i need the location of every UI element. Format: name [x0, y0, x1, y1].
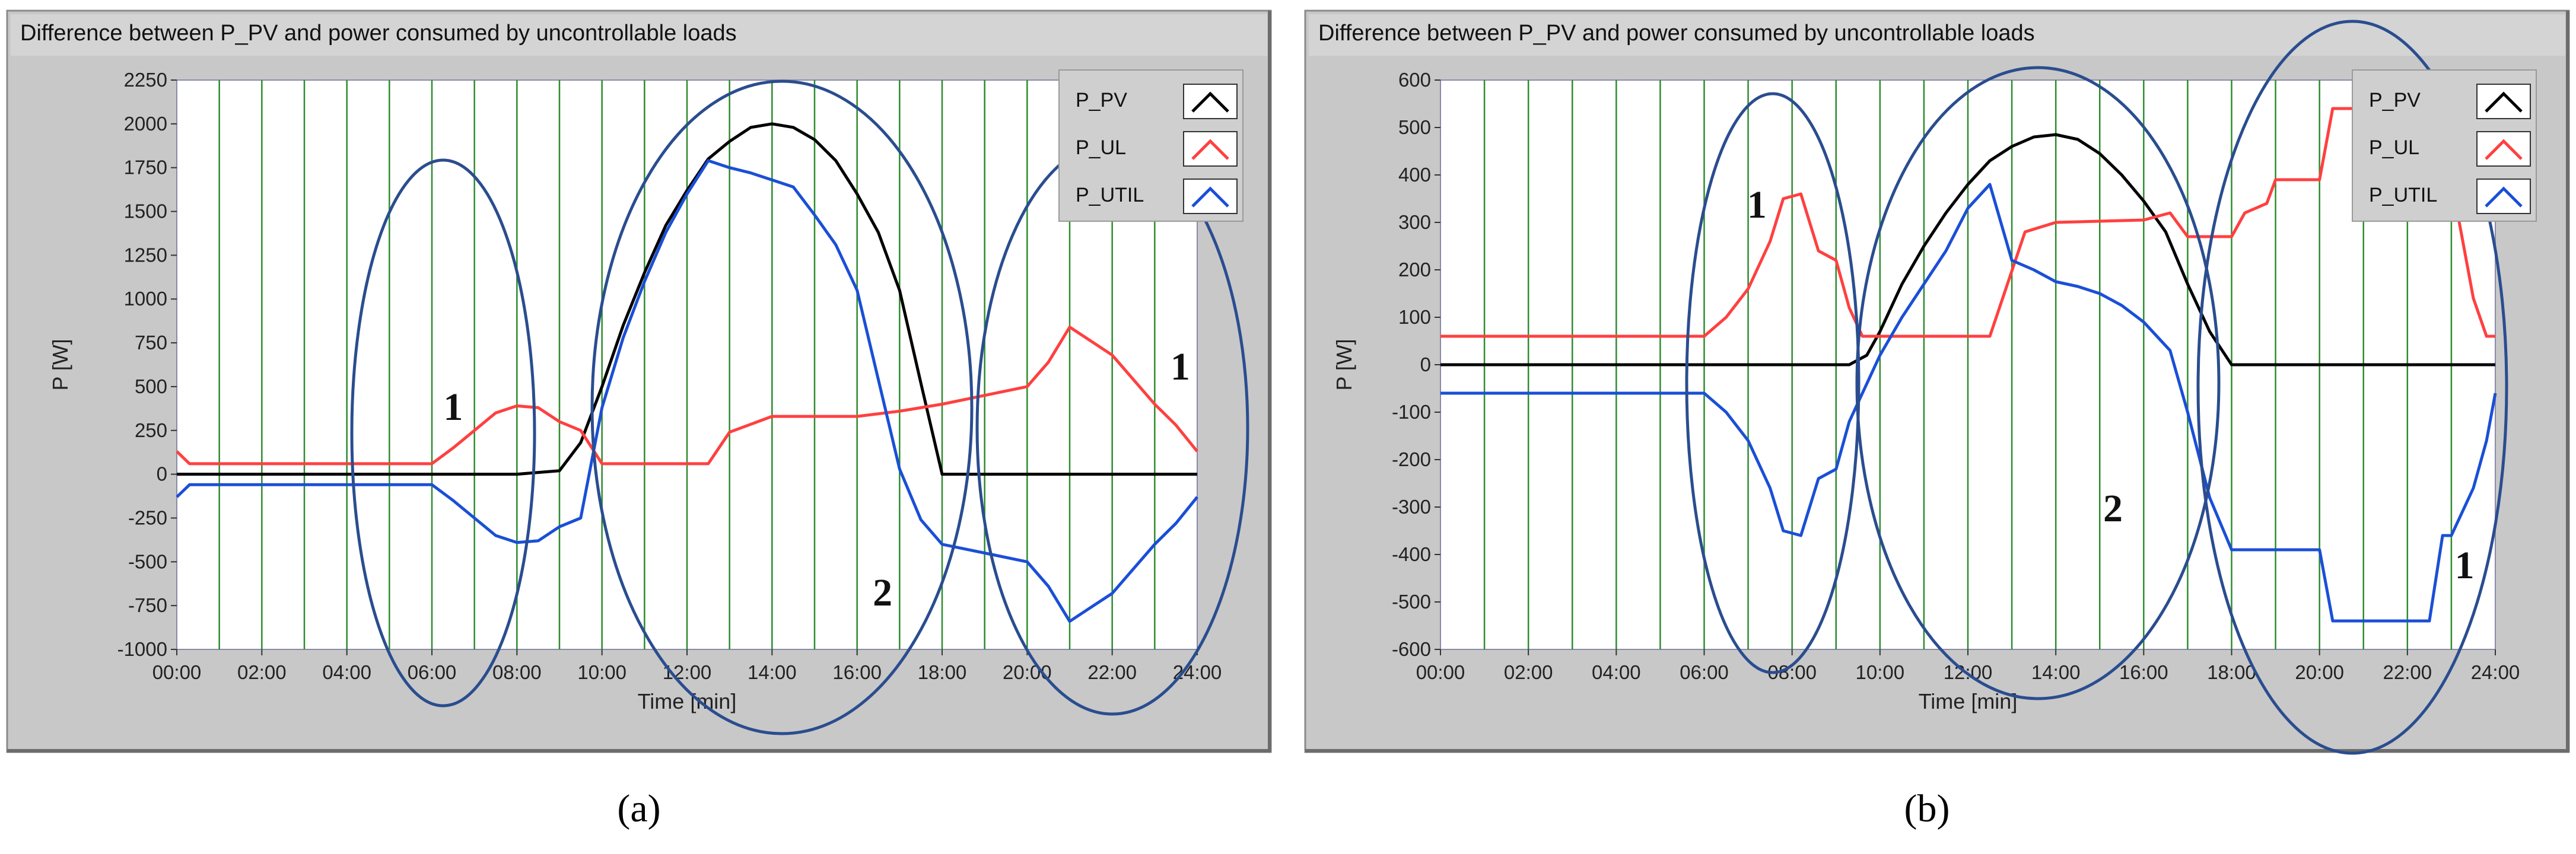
- y-tick-label: 400: [1398, 164, 1431, 186]
- chart-panel-a: Difference between P_PV and power consum…: [6, 9, 1272, 753]
- chart-panel-b: Difference between P_PV and power consum…: [1304, 9, 2570, 755]
- x-tick-label: 10:00: [1856, 661, 1905, 683]
- x-tick-label: 18:00: [918, 661, 967, 683]
- region-label: 1: [1171, 345, 1190, 388]
- y-tick-label: 300: [1398, 211, 1431, 233]
- y-tick-label: -600: [1392, 638, 1431, 660]
- x-tick-label: 24:00: [2471, 661, 2520, 683]
- legend-swatch-p-ul: [1191, 139, 1229, 160]
- series-line-p-pv: [177, 122, 1197, 476]
- x-tick-label: 22:00: [2383, 661, 2432, 683]
- x-tick-label: 20:00: [2295, 661, 2344, 683]
- x-tick-label: 14:00: [2031, 661, 2081, 683]
- x-tick-label: 16:00: [2119, 661, 2168, 683]
- x-tick-label: 00:00: [152, 661, 202, 683]
- highlight-ellipse: [590, 79, 974, 735]
- highlight-ellipse: [1685, 92, 1861, 674]
- y-tick-label: 2250: [124, 69, 167, 91]
- x-tick-label: 04:00: [1592, 661, 1641, 683]
- x-tick-label: 02:00: [1504, 661, 1553, 683]
- legend-swatch-p-ul: [2485, 139, 2523, 160]
- legend-swatch-box: [2476, 131, 2531, 167]
- y-axis-label: P [W]: [48, 339, 72, 390]
- y-tick-label: -1000: [117, 638, 167, 660]
- region-label: 1: [1747, 183, 1767, 227]
- y-tick-label: -250: [128, 506, 167, 528]
- y-tick-label: 0: [157, 463, 167, 485]
- series-line-p-pv: [1440, 133, 2495, 367]
- x-tick-label: 04:00: [322, 661, 371, 683]
- region-label: 2: [873, 571, 892, 614]
- highlight-ellipse: [350, 158, 536, 708]
- y-axis-label: P [W]: [1332, 339, 1356, 390]
- y-tick-label: 100: [1398, 306, 1431, 328]
- x-tick-label: 08:00: [492, 661, 542, 683]
- x-tick-label: 22:00: [1087, 661, 1137, 683]
- legend-swatch-box: [2476, 179, 2531, 214]
- chart-title: Difference between P_PV and power consum…: [20, 21, 737, 46]
- y-tick-label: -100: [1392, 401, 1431, 423]
- figure-caption: (a): [617, 787, 660, 830]
- x-tick-label: 06:00: [408, 661, 457, 683]
- y-tick-label: 750: [135, 332, 167, 353]
- legend-label: P_PV: [1076, 89, 1127, 111]
- legend-swatch-box: [1183, 84, 1238, 119]
- y-tick-label: 500: [1398, 116, 1431, 138]
- x-tick-label: 16:00: [832, 661, 882, 683]
- y-tick-label: 2000: [124, 113, 167, 135]
- y-tick-label: 1250: [124, 244, 167, 266]
- highlight-ellipse: [2196, 20, 2508, 755]
- legend-swatch-p-util: [1191, 186, 1229, 208]
- y-tick-label: -500: [1392, 591, 1431, 613]
- legend-swatch-p-pv: [1191, 91, 1229, 113]
- figure-caption: (b): [1904, 787, 1950, 830]
- x-tick-label: 10:00: [577, 661, 626, 683]
- y-tick-label: 250: [135, 419, 167, 441]
- x-tick-label: 20:00: [1003, 661, 1052, 683]
- legend-swatch-p-pv: [2485, 91, 2523, 113]
- legend-label: P_PV: [2369, 89, 2421, 111]
- legend-swatch-box: [2476, 84, 2531, 119]
- y-tick-label: -300: [1392, 496, 1431, 518]
- legend-label: P_UL: [1076, 136, 1126, 159]
- region-label: 2: [2103, 487, 2123, 530]
- y-tick-label: 600: [1398, 69, 1431, 91]
- y-tick-label: 1500: [124, 200, 167, 222]
- x-tick-label: 24:00: [1173, 661, 1222, 683]
- y-tick-label: 500: [135, 375, 167, 397]
- x-tick-label: 02:00: [237, 661, 287, 683]
- legend-swatch-box: [1183, 179, 1238, 214]
- y-tick-label: 1000: [124, 288, 167, 310]
- legend-label: P_UTIL: [1076, 184, 1144, 206]
- y-tick-label: -750: [128, 594, 167, 616]
- title-bar: [11, 14, 1267, 56]
- series-line-p-util: [176, 159, 1198, 623]
- series-line-p-ul: [176, 326, 1198, 466]
- series-line-p-util: [1440, 183, 2497, 623]
- x-tick-label: 00:00: [1416, 661, 1465, 683]
- legend-swatch-p-util: [2485, 186, 2523, 208]
- region-label: 1: [2455, 544, 2475, 587]
- y-tick-label: 0: [1420, 353, 1431, 375]
- x-tick-label: 06:00: [1680, 661, 1729, 683]
- y-tick-label: 200: [1398, 259, 1431, 281]
- x-tick-label: 18:00: [2207, 661, 2256, 683]
- y-tick-label: -200: [1392, 448, 1431, 470]
- chart-title: Difference between P_PV and power consum…: [1318, 21, 2035, 46]
- x-tick-label: 14:00: [748, 661, 797, 683]
- legend-label: P_UTIL: [2369, 184, 2437, 206]
- y-tick-label: -500: [128, 550, 167, 572]
- y-tick-label: 1750: [124, 157, 167, 179]
- highlight-ellipse: [1855, 66, 2221, 700]
- legend-label: P_UL: [2369, 136, 2419, 159]
- y-tick-label: -400: [1392, 543, 1431, 565]
- region-label: 1: [443, 385, 463, 429]
- legend-swatch-box: [1183, 131, 1238, 167]
- x-axis-label: Time [min]: [638, 689, 737, 713]
